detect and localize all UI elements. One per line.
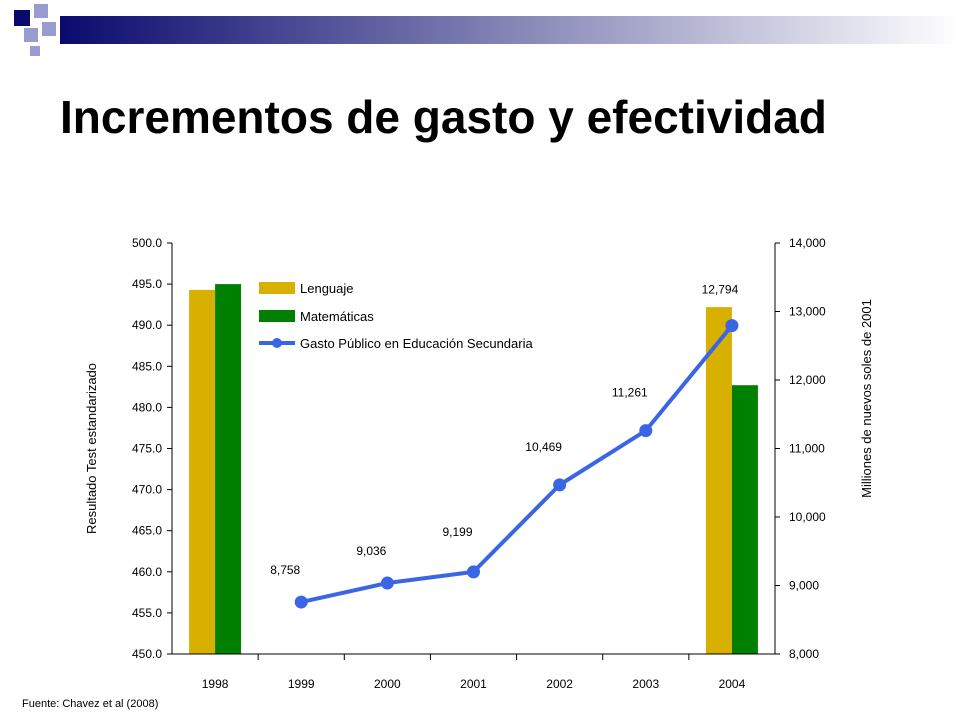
left-tick-label: 455.0 — [132, 606, 162, 620]
gasto-point — [294, 595, 308, 609]
gasto-point — [553, 478, 567, 492]
right-tick-label: 8,000 — [789, 647, 819, 661]
bar-matematicas — [215, 284, 242, 654]
left-tick-label: 465.0 — [132, 524, 162, 538]
gasto-data-label: 11,261 — [612, 386, 648, 400]
x-tick-label: 1999 — [288, 677, 315, 691]
x-tick-label: 2000 — [374, 677, 401, 691]
gasto-point — [380, 576, 394, 590]
banner-square-dark — [14, 10, 30, 26]
right-tick-label: 13,000 — [789, 305, 826, 319]
right-tick-label: 14,000 — [789, 236, 826, 250]
left-tick-label: 470.0 — [132, 483, 162, 497]
source-note: Fuente: Chavez et al (2008) — [22, 698, 159, 710]
banner-square-light — [24, 28, 38, 42]
left-tick-label: 475.0 — [132, 442, 162, 456]
x-tick-label: 1998 — [202, 677, 229, 691]
gasto-data-label: 9,199 — [442, 525, 472, 539]
legend-swatch-matematicas — [259, 310, 295, 322]
banner-square-light — [34, 4, 48, 18]
left-tick-label: 450.0 — [132, 647, 162, 661]
legend-swatch-lenguaje — [259, 282, 295, 294]
x-tick-label: 2003 — [632, 677, 659, 691]
gasto-data-label: 8,758 — [270, 563, 300, 577]
banner-gradient-bar — [60, 16, 960, 44]
legend-label-matematicas: Matemáticas — [300, 309, 374, 324]
gasto-line — [300, 324, 734, 605]
right-axis-title: Milliones de nuevos soles de 2001 — [859, 299, 874, 498]
bar-lenguaje — [705, 307, 732, 654]
x-tick-label: 2002 — [546, 677, 573, 691]
bar-matematicas — [731, 385, 758, 654]
right-tick-label: 11,000 — [789, 442, 825, 456]
gasto-point — [725, 319, 739, 333]
left-axis-title: Resultado Test estandarizado — [84, 363, 99, 534]
right-tick-label: 9,000 — [789, 579, 819, 593]
gasto-data-label: 10,469 — [525, 440, 562, 454]
right-tick-label: 12,000 — [789, 373, 826, 387]
left-tick-label: 485.0 — [132, 359, 162, 373]
title-banner — [14, 4, 960, 56]
left-tick-label: 480.0 — [132, 400, 162, 414]
slide-title: Incrementos de gasto y efectividad — [60, 91, 827, 143]
right-tick-label: 10,000 — [789, 510, 826, 524]
gasto-data-label: 12,794 — [702, 283, 739, 297]
legend-swatch-gasto-marker — [272, 338, 282, 348]
legend-label-gasto: Gasto Público en Educación Secundaria — [300, 336, 533, 351]
bar-lenguaje — [189, 289, 216, 654]
left-tick-label: 460.0 — [132, 565, 162, 579]
gasto-data-label: 9,036 — [356, 544, 386, 558]
x-tick-label: 2004 — [719, 677, 746, 691]
x-tick-label: 2001 — [460, 677, 487, 691]
gasto-point — [639, 424, 653, 438]
banner-square-light — [42, 22, 56, 36]
left-tick-label: 490.0 — [132, 318, 162, 332]
left-tick-label: 495.0 — [132, 277, 162, 291]
gasto-point — [467, 565, 480, 579]
left-tick-label: 500.0 — [132, 236, 162, 250]
banner-square-light — [30, 46, 40, 56]
legend-label-lenguaje: Lenguaje — [300, 281, 354, 296]
